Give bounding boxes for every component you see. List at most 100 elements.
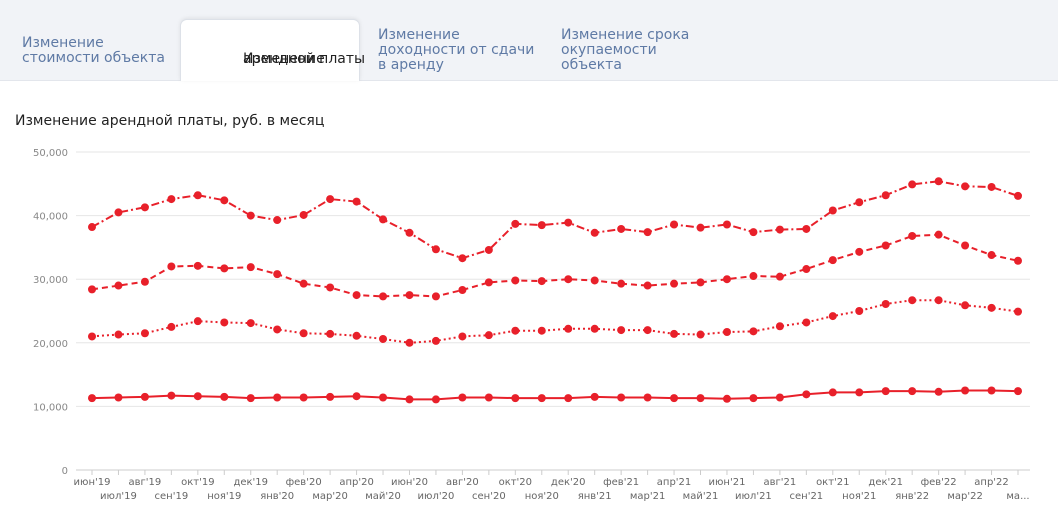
data-point (987, 182, 996, 191)
data-point (431, 336, 440, 345)
data-point (934, 387, 943, 396)
data-point (749, 327, 758, 336)
data-point (749, 394, 758, 403)
tab-label-line: Изменение (243, 51, 325, 67)
x-tick-label: окт'19 (181, 477, 214, 488)
data-point (537, 221, 546, 230)
data-point (564, 394, 573, 403)
data-point (167, 262, 176, 271)
data-point (458, 254, 467, 263)
data-point (326, 329, 335, 338)
y-tick-label: 20,000 (33, 339, 68, 350)
tab-label-line: окупаемости (561, 42, 657, 58)
data-point (405, 338, 414, 347)
data-point (590, 228, 599, 237)
data-point (855, 388, 864, 397)
data-point (299, 329, 308, 338)
data-point (273, 393, 282, 402)
data-point (431, 395, 440, 404)
chart-title: Изменение арендной платы, руб. в месяц (15, 113, 325, 129)
rent-change-chart: 0 10,000 20,000 30,000 40,000 50,000 июн'19 июл… (33, 148, 1030, 502)
data-point (934, 230, 943, 239)
y-tick-label: 0 (62, 466, 68, 477)
data-point (908, 180, 917, 189)
data-point (934, 177, 943, 186)
tab-payback-change[interactable]: Изменение срока окупаемости объекта (561, 28, 711, 73)
data-point (722, 220, 731, 229)
x-tick-label: ноя'19 (207, 491, 241, 502)
data-point (670, 279, 679, 288)
data-point (458, 393, 467, 402)
x-tick-label: мар'20 (312, 491, 348, 502)
data-point (379, 215, 388, 224)
data-point (273, 270, 282, 279)
data-point (881, 300, 890, 309)
x-tick-label: май'20 (365, 491, 401, 502)
data-point (961, 301, 970, 310)
x-tick-label: апр'22 (974, 477, 1009, 488)
data-point (828, 256, 837, 265)
data-point (643, 326, 652, 335)
data-point (352, 392, 361, 401)
data-point (1014, 191, 1022, 200)
data-point (352, 197, 361, 206)
data-point (722, 275, 731, 284)
y-tick-label: 10,000 (33, 402, 68, 413)
y-tick-label: 40,000 (33, 212, 68, 223)
data-point (114, 281, 123, 290)
x-tick-label: авг'19 (129, 477, 162, 488)
tab-rental-yield-change[interactable]: Изменение доходности от сдачи в аренду (378, 28, 538, 73)
data-point (564, 275, 573, 284)
data-point (140, 392, 149, 401)
tab-label-line: Изменение срока (561, 27, 690, 43)
data-point (246, 319, 255, 328)
x-tick-label: ноя'21 (842, 491, 876, 502)
x-tick-label: дек'20 (551, 477, 586, 488)
data-point (405, 228, 414, 237)
data-point (458, 286, 467, 295)
data-point (299, 393, 308, 402)
tab-label-line: в аренду (378, 57, 444, 73)
x-tick-label: сен'20 (472, 491, 506, 502)
data-point (220, 264, 229, 273)
data-point (405, 395, 414, 404)
data-point (431, 292, 440, 301)
tab-label-line: объекта (561, 57, 622, 73)
data-point (379, 393, 388, 402)
data-point (511, 276, 520, 285)
data-point (775, 225, 784, 234)
data-point (987, 303, 996, 312)
data-point (987, 251, 996, 260)
y-tick-label: 30,000 (33, 275, 68, 286)
data-point (722, 394, 731, 403)
data-point (379, 292, 388, 301)
data-point (246, 211, 255, 220)
x-tick-label: май'21 (683, 491, 719, 502)
data-point (431, 245, 440, 254)
data-point (828, 206, 837, 215)
series-line-1 (91, 180, 1019, 260)
x-tick-label: фев'20 (286, 477, 322, 488)
data-point (379, 334, 388, 343)
data-point (88, 394, 96, 403)
data-point (617, 326, 626, 335)
data-point (749, 272, 758, 281)
data-point (193, 191, 202, 200)
data-point (193, 261, 202, 270)
x-tick-label: июн'21 (709, 477, 746, 488)
data-point (828, 388, 837, 397)
data-point (775, 272, 784, 281)
data-point (326, 195, 335, 204)
data-point (855, 247, 864, 256)
series-line-4 (91, 389, 1019, 401)
tab-rent-change[interactable]: Изменение арендной платы (180, 19, 365, 81)
data-point (802, 318, 811, 327)
tab-property-value-change[interactable]: Изменение стоимости объекта (22, 36, 172, 66)
data-point (802, 224, 811, 233)
data-point (987, 386, 996, 395)
x-tick-label: мар'21 (630, 491, 666, 502)
data-point (88, 332, 96, 341)
x-tick-label: сен'19 (155, 491, 189, 502)
data-point (670, 220, 679, 229)
data-point (88, 223, 96, 232)
